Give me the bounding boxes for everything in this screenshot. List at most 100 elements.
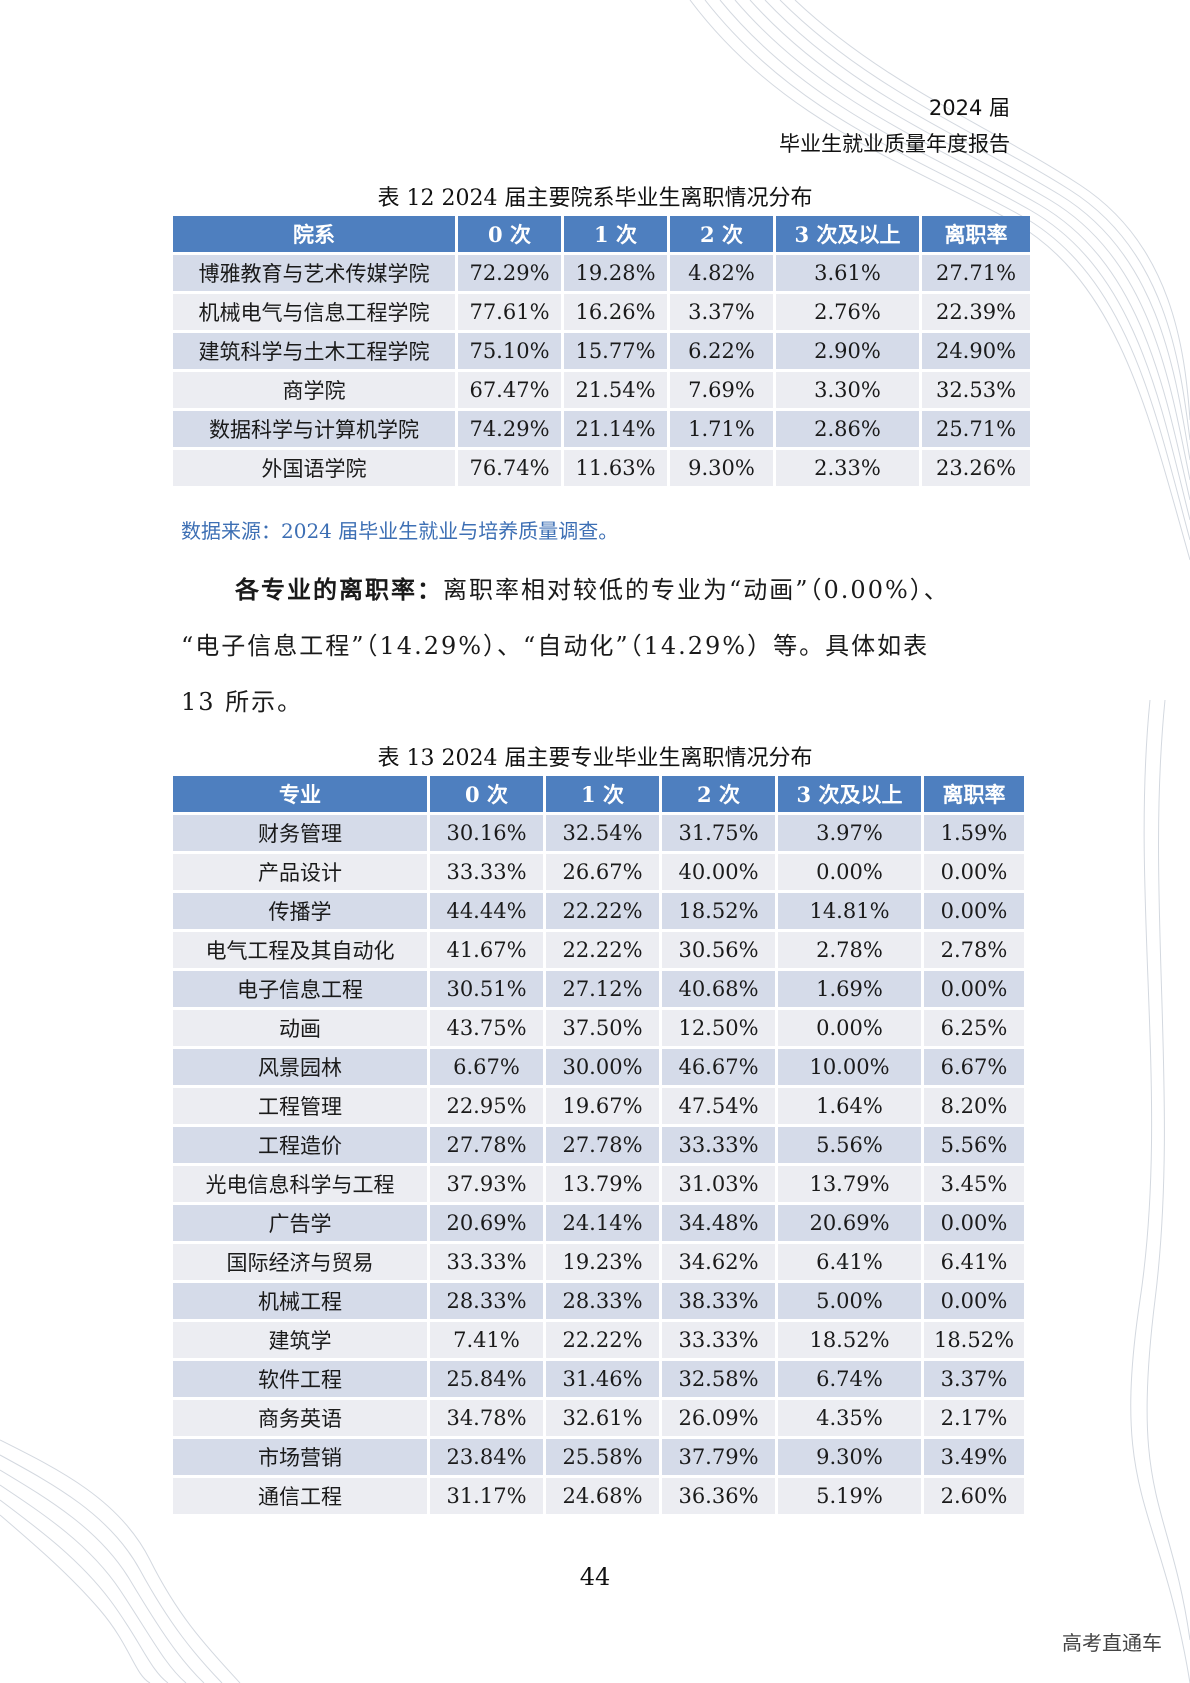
table-cell: 72.29% [458,255,561,291]
table-cell: 电子信息工程 [173,971,427,1007]
table-cell: 37.93% [430,1166,543,1202]
table-row: 机械工程 28.33% 28.33% 38.33% 5.00% 0.00% [173,1283,1024,1319]
table-cell: 22.22% [546,893,659,929]
table-cell: 28.33% [546,1283,659,1319]
table-cell: 24.90% [922,333,1030,369]
table-cell: 32.58% [662,1361,775,1397]
page-number: 44 [579,1563,611,1591]
table-cell: 5.56% [924,1127,1024,1163]
table-cell: 31.03% [662,1166,775,1202]
header-year: 2024 届 [928,96,1010,120]
table-cell: 77.61% [458,294,561,330]
table-cell: 30.16% [430,815,543,851]
table-cell: 机械工程 [173,1283,427,1319]
table-cell: 26.67% [546,854,659,890]
table-cell: 27.12% [546,971,659,1007]
table-cell: 46.67% [662,1049,775,1085]
table-cell: 7.41% [430,1322,543,1358]
table-cell: 33.33% [662,1127,775,1163]
table-cell: 27.78% [430,1127,543,1163]
table-cell: 2.86% [776,411,919,447]
table-cell: 6.25% [924,1010,1024,1046]
table-row: 数据科学与计算机学院 74.29% 21.14% 1.71% 2.86% 25.71% [173,411,1030,447]
table-cell: 建筑科学与土木工程学院 [173,333,455,369]
table-row: 工程造价 27.78% 27.78% 33.33% 5.56% 5.56% [173,1127,1024,1163]
table-cell: 40.00% [662,854,775,890]
table-cell: 21.54% [564,372,667,408]
table-cell: 2.17% [924,1400,1024,1436]
table-cell: 6.22% [670,333,773,369]
paragraph-line-2: “电子信息工程”（14.29%）、“自动化”（14.29%）等。具体如表 [181,632,930,660]
table-row: 风景园林 6.67% 30.00% 46.67% 10.00% 6.67% [173,1049,1024,1085]
table-cell: 3.37% [924,1361,1024,1397]
table-cell: 0.00% [924,854,1024,890]
table-cell: 3.49% [924,1439,1024,1475]
column-header: 0 次 [458,216,561,252]
table-cell: 19.67% [546,1088,659,1124]
table-cell: 36.36% [662,1478,775,1514]
table-cell: 13.79% [778,1166,921,1202]
table-cell: 28.33% [430,1283,543,1319]
table-cell: 30.56% [662,932,775,968]
table-cell: 47.54% [662,1088,775,1124]
table-cell: 7.69% [670,372,773,408]
table-cell: 33.33% [662,1322,775,1358]
table-cell: 16.26% [564,294,667,330]
table-cell: 18.52% [924,1322,1024,1358]
table-cell: 9.30% [670,450,773,486]
table-cell: 21.14% [564,411,667,447]
table-cell: 软件工程 [173,1361,427,1397]
table-cell: 1.69% [778,971,921,1007]
column-header: 2 次 [662,776,775,812]
table-cell: 9.30% [778,1439,921,1475]
table-cell: 3.45% [924,1166,1024,1202]
column-header: 3 次及以上 [776,216,919,252]
table-cell: 19.23% [546,1244,659,1280]
table-12-caption: 表 12 2024 届主要院系毕业生离职情况分布 [377,186,813,211]
column-header: 专业 [173,776,427,812]
paragraph-text-1: 离职率相对较低的专业为“动画”（0.00%）、 [443,576,950,604]
table-cell: 18.52% [778,1322,921,1358]
table-cell: 34.48% [662,1205,775,1241]
table-cell: 27.71% [922,255,1030,291]
table-cell: 0.00% [924,893,1024,929]
table-cell: 动画 [173,1010,427,1046]
table-cell: 3.30% [776,372,919,408]
table-row: 商务英语 34.78% 32.61% 26.09% 4.35% 2.17% [173,1400,1024,1436]
column-header: 1 次 [546,776,659,812]
table-cell: 2.90% [776,333,919,369]
column-header: 离职率 [922,216,1030,252]
column-header: 院系 [173,216,455,252]
table-cell: 20.69% [778,1205,921,1241]
paragraph-line-3: 13 所示。 [181,688,304,716]
table-cell: 19.28% [564,255,667,291]
table-cell: 4.35% [778,1400,921,1436]
table-cell: 0.00% [924,1205,1024,1241]
table-cell: 1.64% [778,1088,921,1124]
table-cell: 25.84% [430,1361,543,1397]
table-cell: 0.00% [924,1283,1024,1319]
table-row: 建筑科学与土木工程学院 75.10% 15.77% 6.22% 2.90% 24.90% [173,333,1030,369]
table-cell: 24.14% [546,1205,659,1241]
table-cell: 工程造价 [173,1127,427,1163]
table-cell: 24.68% [546,1478,659,1514]
table-row: 通信工程 31.17% 24.68% 36.36% 5.19% 2.60% [173,1478,1024,1514]
table-cell: 1.71% [670,411,773,447]
table-row: 外国语学院 76.74% 11.63% 9.30% 2.33% 23.26% [173,450,1030,486]
column-header: 离职率 [924,776,1024,812]
table-row: 软件工程 25.84% 31.46% 32.58% 6.74% 3.37% [173,1361,1024,1397]
table-cell: 0.00% [778,1010,921,1046]
table-cell: 26.09% [662,1400,775,1436]
table-cell: 37.79% [662,1439,775,1475]
table-cell: 2.78% [778,932,921,968]
table-cell: 3.97% [778,815,921,851]
table-cell: 市场营销 [173,1439,427,1475]
table-cell: 光电信息科学与工程 [173,1166,427,1202]
table-cell: 11.63% [564,450,667,486]
table-cell: 33.33% [430,854,543,890]
table-row: 工程管理 22.95% 19.67% 47.54% 1.64% 8.20% [173,1088,1024,1124]
